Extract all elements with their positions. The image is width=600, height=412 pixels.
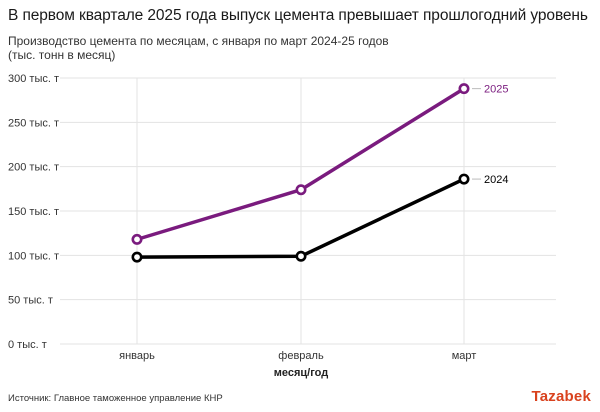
y-tick-label: 300 тыс. т (8, 73, 59, 85)
series-label-2025: 2025 (484, 84, 508, 96)
data-point-2024 (131, 251, 143, 263)
y-tick-label: 250 тыс. т (8, 117, 59, 129)
chart-title: В первом квартале 2025 года выпуск цемен… (8, 7, 588, 24)
data-point-2025 (131, 233, 143, 245)
y-axis-ticks: 0 тыс. т 50 тыс. т 100 тыс. т 150 тыс. т 200… (8, 73, 59, 351)
series-label-2024: 2024 (484, 174, 508, 186)
y-tick-label: 50 тыс. т (8, 295, 53, 307)
data-point-2024 (295, 250, 307, 262)
y-tick-label: 100 тыс. т (8, 250, 59, 262)
subtitle-line-1: Производство цемента по месяцам, с январ… (8, 34, 389, 48)
data-point-2025 (295, 184, 307, 196)
x-tick-label: январь (119, 350, 155, 362)
series-layer: 2025 2024 (131, 83, 508, 263)
y-tick-label: 200 тыс. т (8, 162, 59, 174)
x-tick-label: февраль (278, 350, 324, 362)
y-tick-label: 150 тыс. т (8, 206, 59, 218)
x-axis-label: месяц/год (274, 367, 328, 379)
grid-layer (60, 77, 556, 345)
data-point-2024 (458, 173, 470, 185)
source-note: Источник: Главное таможенное управление … (8, 393, 223, 404)
x-axis-ticks: январь февраль март (119, 350, 476, 362)
chart-subtitle: Производство цемента по месяцам, с январ… (8, 34, 568, 62)
subtitle-line-2: (тыс. тонн в месяц) (8, 48, 116, 62)
brand-logo: Tazabek (531, 388, 591, 405)
data-point-2025 (458, 83, 470, 95)
y-tick-label: 0 тыс. т (8, 339, 47, 351)
x-tick-label: март (452, 350, 477, 362)
